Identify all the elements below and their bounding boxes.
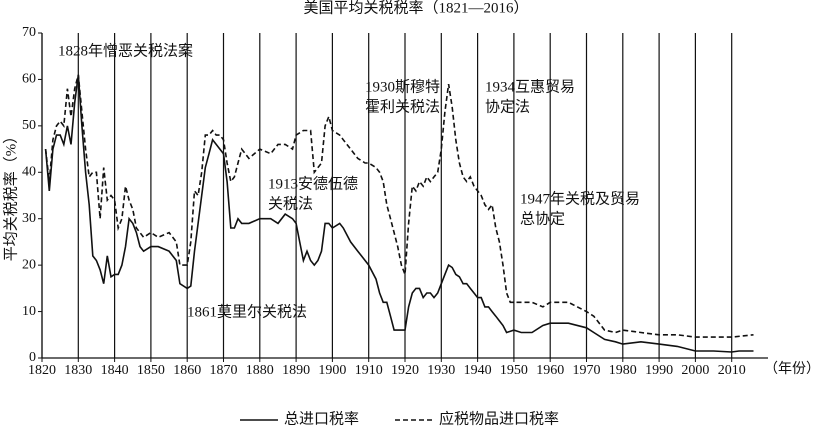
y-tick-label: 30 <box>22 211 36 226</box>
x-axis-label: （年份） <box>764 361 820 377</box>
x-tick-label: 1840 <box>101 363 129 378</box>
x-tick-label: 1950 <box>500 363 528 378</box>
series-line <box>44 74 754 338</box>
x-tick-label: 1830 <box>64 363 92 378</box>
legend-label: 应税物品进口税率 <box>439 409 559 427</box>
y-tick-label: 20 <box>22 257 36 272</box>
legend-label: 总进口税率 <box>284 410 359 427</box>
series-line <box>44 74 754 353</box>
x-tick-label: 1970 <box>573 363 601 378</box>
x-tick-label: 1890 <box>282 363 310 378</box>
annotation: 1913安德伍德 <box>268 174 358 192</box>
chart-title: 美国平均关税税率（1821—2016） <box>303 0 528 16</box>
x-tick-label: 1940 <box>464 363 492 378</box>
x-tick-label: 1910 <box>355 363 383 378</box>
annotation: 关税法 <box>268 195 313 212</box>
x-tick-label: 1860 <box>173 363 201 378</box>
x-tick-label: 1920 <box>391 363 419 378</box>
x-tick-label: 1880 <box>246 363 274 378</box>
annotation: 1861莫里尔关税法 <box>187 303 307 320</box>
y-tick-label: 10 <box>22 304 36 319</box>
annotation: 总协定 <box>520 210 565 227</box>
y-axis-label: 平均关税税率（%） <box>2 129 19 262</box>
x-tick-label: 1850 <box>137 363 165 378</box>
annotation: 1947年关税及贸易 <box>520 190 640 207</box>
x-tick-label: 1990 <box>645 363 673 378</box>
y-tick-label: 0 <box>29 350 36 365</box>
x-tick-label: 1960 <box>536 363 564 378</box>
x-tick-label: 1820 <box>28 363 56 378</box>
annotation: 1828年憎恶关税法案 <box>58 41 193 59</box>
annotation: 协定法 <box>485 98 530 115</box>
y-tick-label: 50 <box>22 118 36 133</box>
x-tick-label: 1900 <box>318 363 346 378</box>
x-tick-label: 1930 <box>427 363 455 378</box>
y-tick-label: 40 <box>22 165 36 180</box>
annotation: 1934互惠贸易 <box>485 78 575 95</box>
x-tick-label: 2000 <box>681 363 709 378</box>
x-tick-label: 1980 <box>609 363 637 378</box>
y-tick-label: 60 <box>22 72 36 87</box>
annotation: 霍利关税法 <box>365 98 440 115</box>
y-tick-label: 70 <box>22 25 36 40</box>
x-tick-label: 1870 <box>210 363 238 378</box>
annotation: 1930斯穆特 <box>365 78 440 95</box>
x-tick-label: 2010 <box>718 363 746 378</box>
